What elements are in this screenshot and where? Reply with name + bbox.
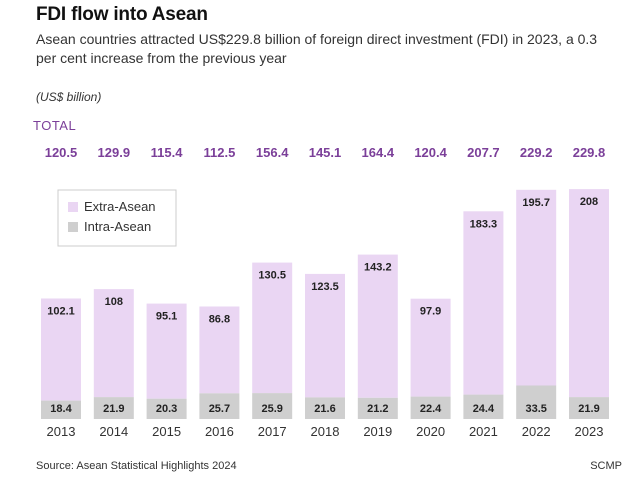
bar-extra-asean-2018: [305, 273, 345, 398]
label-intra-asean-2020: 22.4: [420, 403, 442, 415]
label-total-2017: 156.4: [256, 145, 289, 160]
bar-extra-asean-2022: [516, 189, 557, 386]
bar-extra-asean-2023: [569, 189, 609, 398]
bar-intra-asean-2019: [357, 397, 398, 419]
source-note: Source: Asean Statistical Highlights 202…: [36, 460, 237, 472]
label-total-2018: 145.1: [309, 145, 342, 160]
x-tick-2023: 2023: [575, 424, 604, 439]
bar-intra-asean-2015: [146, 398, 187, 419]
bar-intra-asean-2022: [516, 385, 557, 419]
label-intra-asean-2018: 21.6: [314, 403, 335, 415]
label-extra-asean-2018: 123.5: [311, 281, 339, 293]
x-tick-2019: 2019: [363, 424, 392, 439]
label-intra-asean-2017: 25.9: [261, 403, 282, 415]
bar-extra-asean-2015: [146, 303, 187, 399]
label-intra-asean-2014: 21.9: [103, 403, 124, 415]
bar-intra-asean-2014: [93, 397, 134, 419]
bar-extra-asean-2014: [93, 289, 134, 398]
legend-box: [57, 189, 177, 247]
label-intra-asean-2016: 25.7: [209, 403, 230, 415]
legend-swatch-intra-asean: [68, 222, 78, 232]
bar-intra-asean-2017: [252, 393, 293, 419]
x-tick-2021: 2021: [469, 424, 498, 439]
bar-extra-asean-2013: [41, 298, 81, 401]
label-extra-asean-2023: 208: [580, 196, 598, 208]
bar-intra-asean-2023: [569, 397, 609, 419]
label-intra-asean-2023: 21.9: [578, 403, 599, 415]
x-tick-2017: 2017: [258, 424, 287, 439]
bar-intra-asean-2013: [41, 400, 81, 419]
legend-label-extra-asean: Extra-Asean: [84, 199, 156, 214]
total-label: TOTAL: [33, 118, 77, 133]
label-intra-asean-2013: 18.4: [50, 403, 72, 415]
bar-intra-asean-2020: [410, 396, 451, 419]
x-tick-2013: 2013: [47, 424, 76, 439]
bar-extra-asean-2021: [463, 211, 504, 395]
label-extra-asean-2017: 130.5: [258, 270, 286, 282]
label-total-2021: 207.7: [467, 145, 500, 160]
label-extra-asean-2019: 143.2: [364, 262, 392, 274]
chart-subtitle: Asean countries attracted US$229.8 billi…: [36, 31, 598, 66]
bar-extra-asean-2019: [357, 254, 398, 398]
label-intra-asean-2022: 33.5: [525, 403, 546, 415]
label-extra-asean-2015: 95.1: [156, 311, 177, 323]
label-total-2020: 120.4: [414, 145, 447, 160]
unit-note: (US$ billion): [36, 90, 102, 104]
legend-label-intra-asean: Intra-Asean: [84, 219, 151, 234]
label-extra-asean-2014: 108: [105, 296, 123, 308]
bars-group: 102.1 18.4 120.5 2013 108 21.9 129.9 2014 95.1 20…: [41, 145, 609, 439]
label-total-2023: 229.8: [573, 145, 606, 160]
label-extra-asean-2013: 102.1: [47, 306, 75, 318]
legend-swatch-extra-asean: [68, 202, 78, 212]
x-tick-2022: 2022: [522, 424, 551, 439]
x-tick-2020: 2020: [416, 424, 445, 439]
label-extra-asean-2021: 183.3: [470, 218, 498, 230]
label-intra-asean-2015: 20.3: [156, 403, 177, 415]
label-total-2016: 112.5: [203, 145, 235, 160]
x-tick-2015: 2015: [152, 424, 181, 439]
bar-intra-asean-2016: [199, 393, 240, 419]
label-total-2015: 115.4: [151, 145, 184, 160]
label-extra-asean-2016: 86.8: [209, 314, 230, 326]
bar-intra-asean-2018: [305, 397, 345, 419]
label-total-2014: 129.9: [98, 145, 131, 160]
label-intra-asean-2021: 24.4: [473, 403, 495, 415]
label-extra-asean-2022: 195.7: [522, 197, 550, 209]
bar-extra-asean-2020: [410, 298, 451, 397]
x-tick-2014: 2014: [99, 424, 128, 439]
bar-extra-asean-2016: [199, 306, 240, 394]
legend: Extra-Asean Intra-Asean: [57, 189, 177, 247]
chart-title: FDI flow into Asean: [36, 4, 208, 25]
bar-extra-asean-2017: [252, 262, 293, 394]
label-extra-asean-2020: 97.9: [420, 306, 441, 318]
bar-intra-asean-2021: [463, 394, 504, 419]
label-total-2022: 229.2: [520, 145, 553, 160]
x-tick-2018: 2018: [311, 424, 340, 439]
x-tick-2016: 2016: [205, 424, 234, 439]
label-total-2013: 120.5: [45, 145, 78, 160]
credit: SCMP: [590, 460, 622, 472]
label-intra-asean-2019: 21.2: [367, 403, 388, 415]
label-total-2019: 164.4: [362, 145, 395, 160]
